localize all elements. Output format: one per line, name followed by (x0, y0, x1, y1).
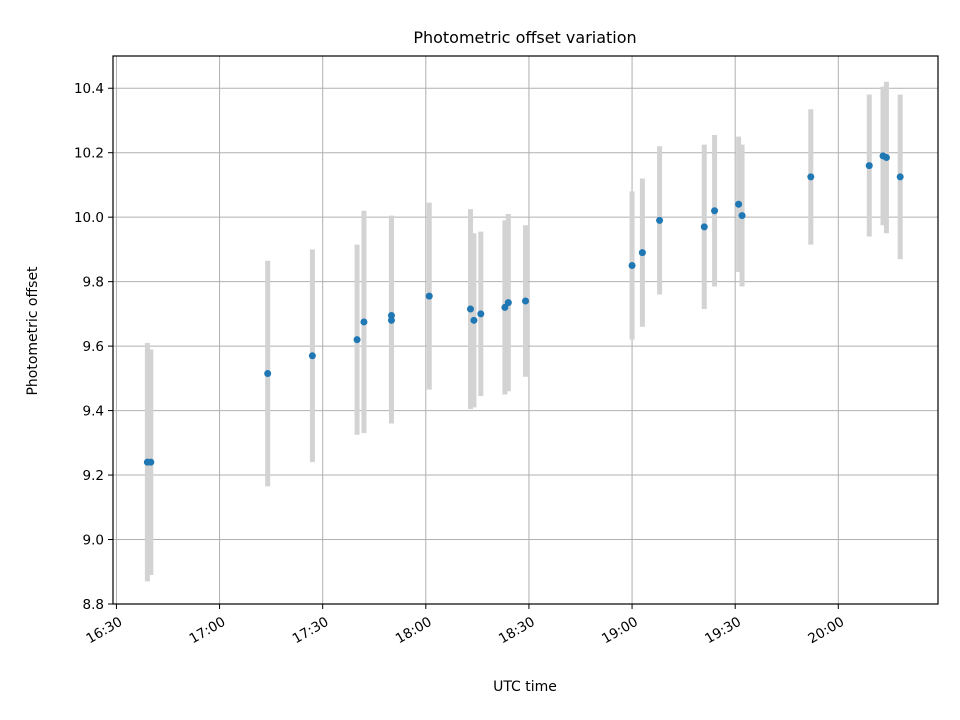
data-point (896, 173, 904, 181)
data-point (360, 318, 368, 326)
y-tick-label: 9.4 (83, 404, 104, 420)
data-point (700, 223, 708, 231)
x-axis-label: UTC time (493, 679, 557, 695)
markers (143, 152, 904, 466)
data-point (387, 311, 395, 319)
y-tick-label: 10.2 (74, 146, 104, 162)
data-point (628, 262, 636, 270)
data-point (738, 212, 746, 220)
y-tick-label: 9.6 (83, 339, 104, 355)
data-point (308, 352, 316, 360)
data-point (807, 173, 815, 181)
data-point (477, 310, 485, 318)
y-tick-label: 8.8 (83, 597, 104, 613)
data-point (711, 207, 719, 215)
data-point (865, 162, 873, 170)
data-point (147, 458, 155, 466)
data-point (264, 370, 272, 378)
data-point (656, 216, 664, 224)
data-point (467, 305, 474, 313)
data-point (425, 292, 433, 300)
chart-title: Photometric offset variation (413, 28, 636, 47)
data-point (882, 154, 890, 162)
data-point (387, 316, 395, 324)
data-point (638, 249, 646, 257)
grid (113, 56, 938, 605)
y-tick-label: 9.8 (83, 275, 104, 291)
data-point (353, 336, 361, 344)
data-point (504, 299, 512, 307)
data-point (735, 200, 743, 208)
y-tick-label: 9.0 (83, 533, 104, 549)
y-axis-ticks: 8.8 9.0 9.2 9.4 9.6 9.8 10.0 10.2 10.4 (74, 81, 113, 613)
y-tick-label: 9.2 (83, 468, 104, 484)
data-point (522, 297, 529, 305)
axes-frame (112, 55, 939, 605)
y-tick-label: 10.4 (74, 81, 104, 97)
y-tick-label: 10.0 (74, 210, 104, 226)
data-point (501, 303, 509, 311)
y-axis-label: Photometric offset (25, 266, 41, 396)
data-point (470, 316, 478, 324)
